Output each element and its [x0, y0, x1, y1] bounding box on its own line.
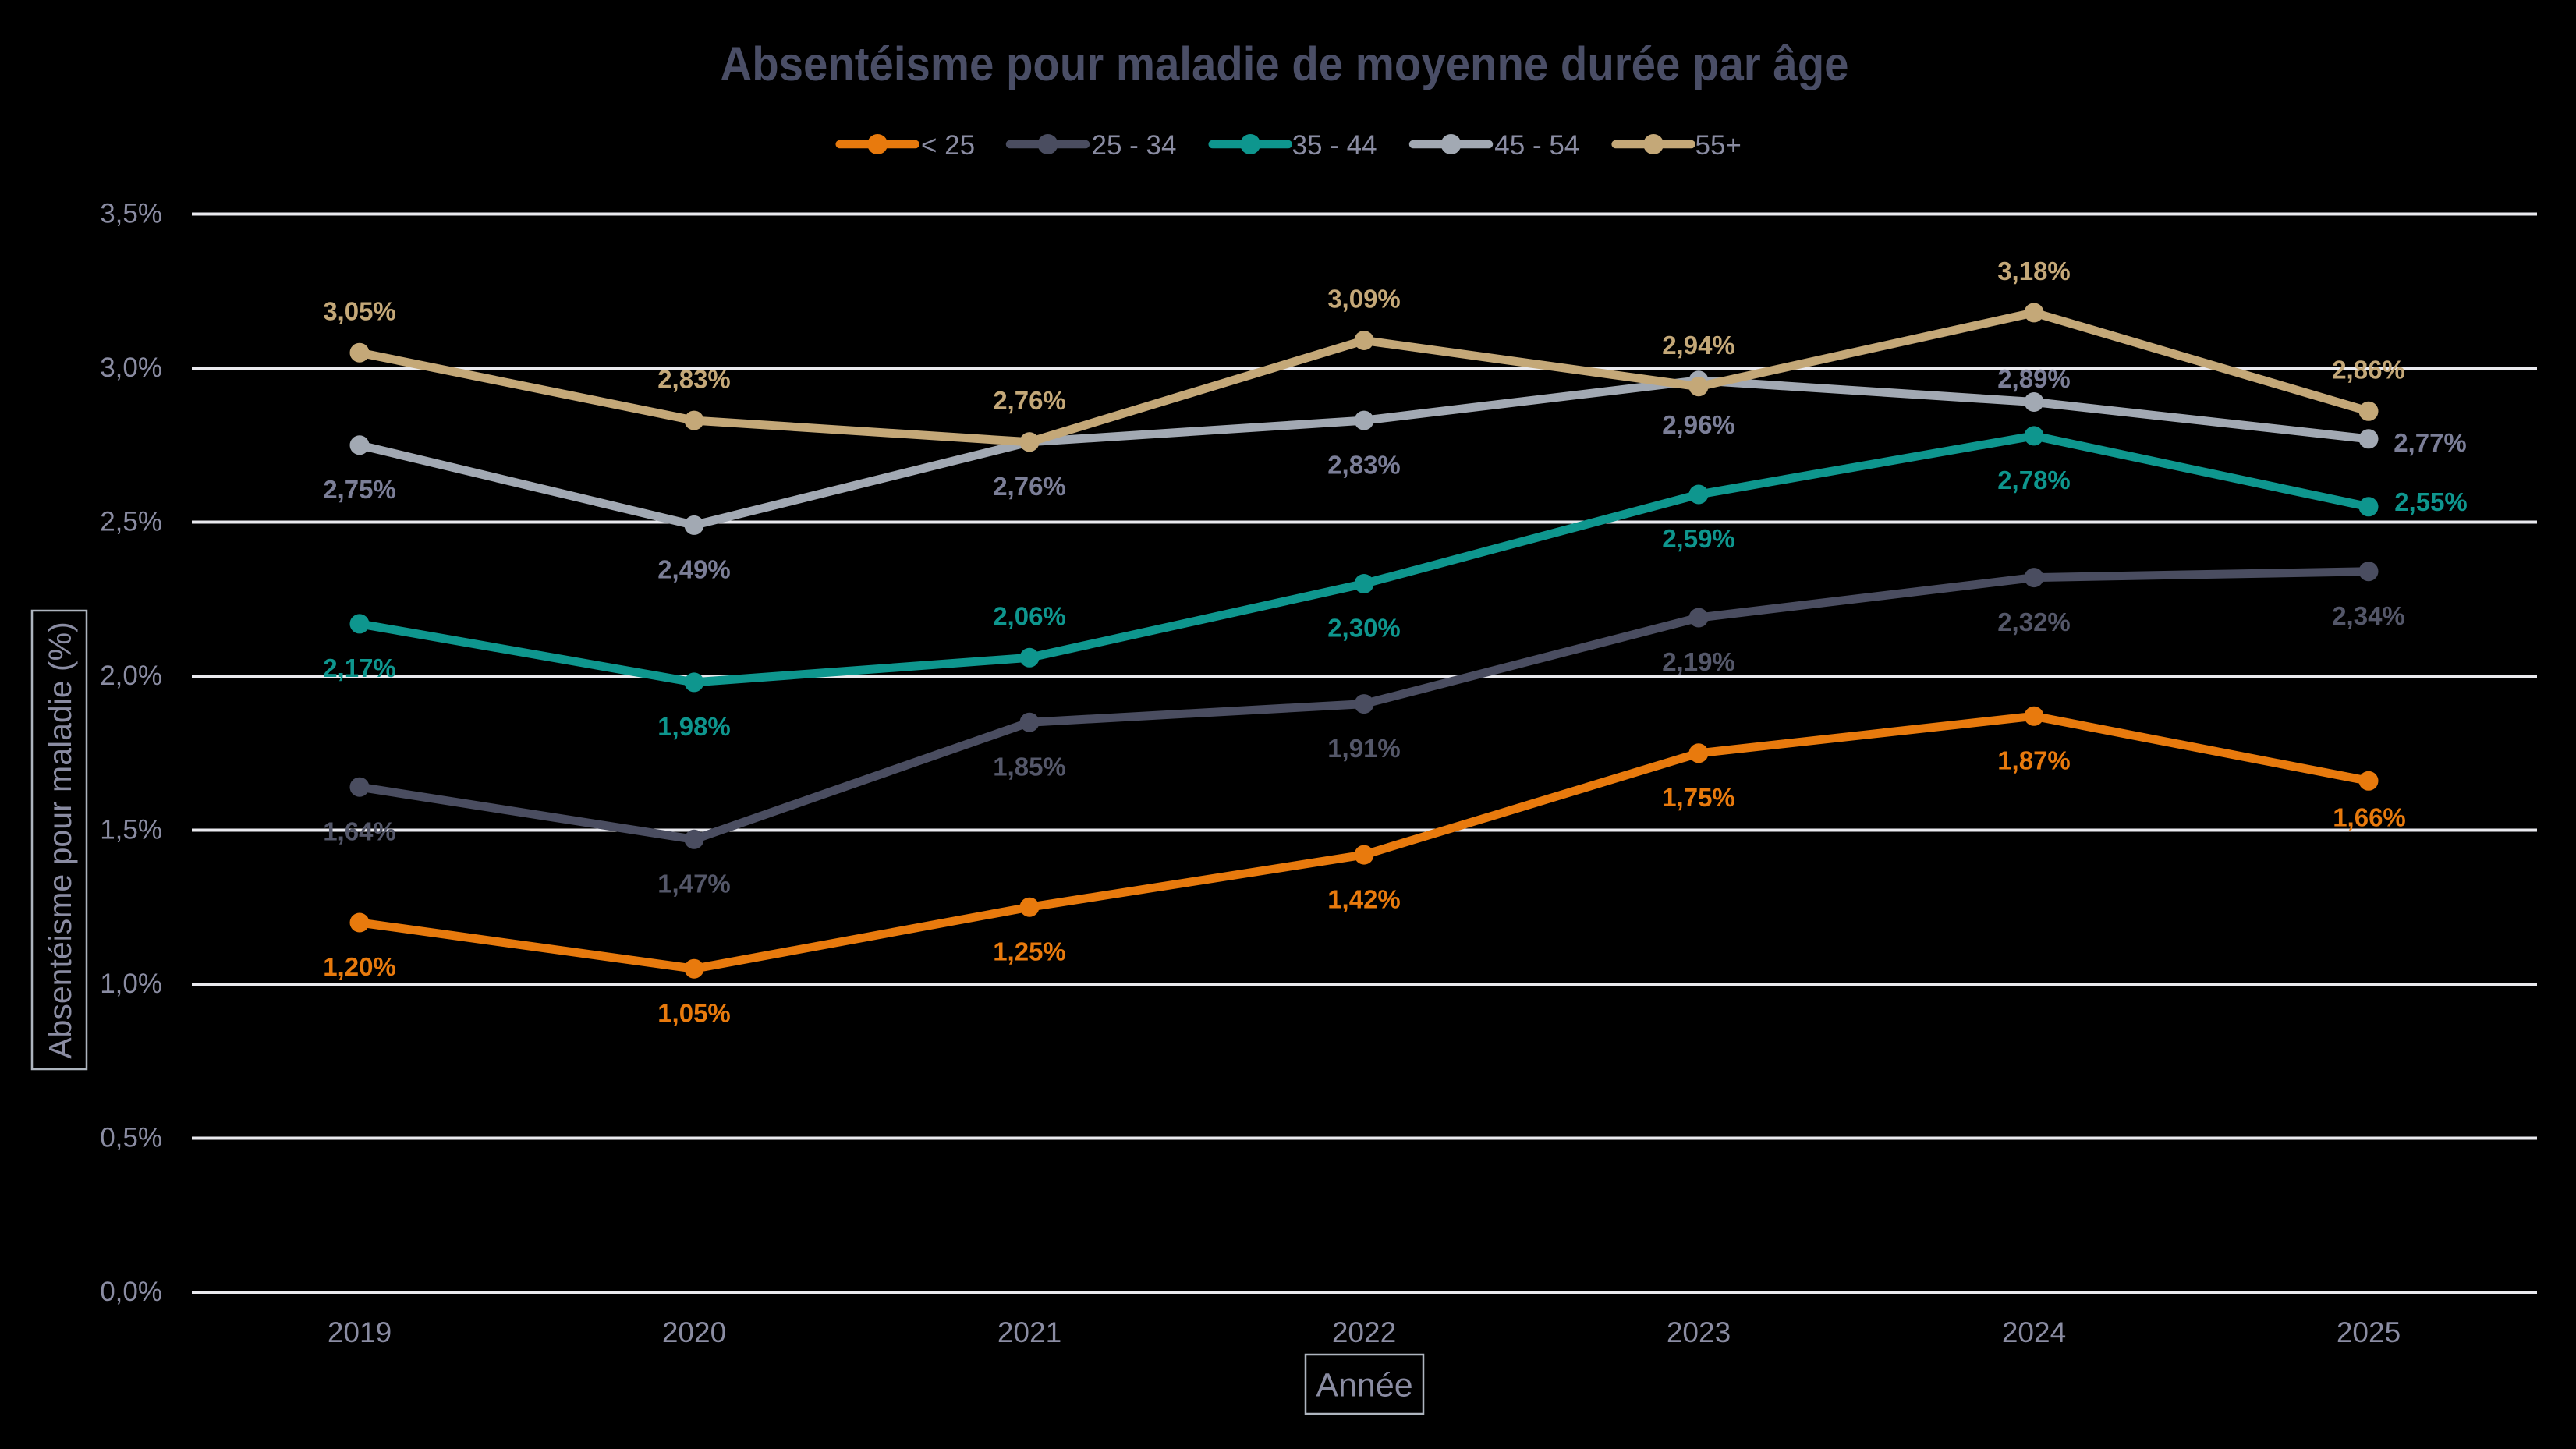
svg-text:< 25: < 25 — [921, 130, 975, 161]
svg-text:1,64%: 1,64% — [323, 817, 396, 845]
svg-text:2,5%: 2,5% — [100, 506, 162, 537]
svg-text:2,76%: 2,76% — [993, 386, 1066, 415]
svg-text:25 - 34: 25 - 34 — [1092, 130, 1177, 161]
svg-text:2,49%: 2,49% — [657, 555, 731, 584]
svg-text:Absentéisme pour maladie de mo: Absentéisme pour maladie de moyenne duré… — [721, 37, 1849, 90]
svg-text:2,17%: 2,17% — [323, 654, 396, 682]
svg-text:2020: 2020 — [662, 1316, 726, 1348]
svg-text:2,86%: 2,86% — [2332, 356, 2405, 384]
svg-text:35 - 44: 35 - 44 — [1292, 130, 1377, 161]
svg-text:2025: 2025 — [2337, 1316, 2401, 1348]
svg-text:3,09%: 3,09% — [1327, 285, 1401, 314]
svg-text:2,83%: 2,83% — [1327, 450, 1401, 479]
svg-text:3,05%: 3,05% — [323, 296, 396, 325]
svg-text:1,25%: 1,25% — [993, 937, 1066, 966]
svg-text:2,83%: 2,83% — [657, 364, 731, 393]
svg-text:2021: 2021 — [997, 1316, 1061, 1348]
svg-text:1,05%: 1,05% — [657, 999, 731, 1028]
svg-text:3,18%: 3,18% — [1997, 257, 2071, 285]
svg-text:1,5%: 1,5% — [100, 814, 162, 845]
svg-text:3,5%: 3,5% — [100, 198, 162, 229]
svg-text:2,94%: 2,94% — [1662, 331, 1735, 360]
svg-text:2,96%: 2,96% — [1662, 410, 1735, 439]
svg-text:0,0%: 0,0% — [100, 1277, 162, 1307]
svg-text:2024: 2024 — [2002, 1316, 2066, 1348]
svg-text:2,76%: 2,76% — [993, 472, 1066, 501]
svg-text:45 - 54: 45 - 54 — [1494, 130, 1579, 161]
svg-text:1,87%: 1,87% — [1997, 746, 2071, 775]
svg-text:55+: 55+ — [1695, 130, 1742, 161]
svg-text:0,5%: 0,5% — [100, 1122, 162, 1153]
svg-text:2022: 2022 — [1332, 1316, 1396, 1348]
svg-text:1,98%: 1,98% — [657, 712, 731, 741]
svg-text:1,91%: 1,91% — [1327, 734, 1401, 763]
svg-text:3,0%: 3,0% — [100, 353, 162, 383]
svg-text:2,89%: 2,89% — [1997, 364, 2071, 393]
svg-text:2,55%: 2,55% — [2394, 487, 2468, 516]
svg-text:1,47%: 1,47% — [657, 870, 731, 898]
svg-text:1,66%: 1,66% — [2333, 803, 2406, 832]
svg-text:1,85%: 1,85% — [993, 753, 1066, 781]
svg-text:Année: Année — [1316, 1367, 1412, 1405]
svg-text:2,75%: 2,75% — [323, 475, 396, 504]
svg-text:2,0%: 2,0% — [100, 661, 162, 691]
svg-text:1,75%: 1,75% — [1662, 783, 1735, 812]
svg-text:2,59%: 2,59% — [1662, 524, 1735, 553]
svg-text:2,30%: 2,30% — [1327, 614, 1401, 643]
svg-text:Absentéisme pour maladie (%): Absentéisme pour maladie (%) — [42, 622, 78, 1059]
svg-text:2,06%: 2,06% — [993, 602, 1066, 631]
svg-text:2,34%: 2,34% — [2332, 601, 2405, 630]
svg-text:1,0%: 1,0% — [100, 969, 162, 999]
svg-text:2,32%: 2,32% — [1997, 608, 2071, 636]
svg-text:2,77%: 2,77% — [2394, 428, 2467, 457]
svg-text:2,19%: 2,19% — [1662, 647, 1735, 676]
svg-text:1,42%: 1,42% — [1327, 884, 1401, 913]
svg-text:2019: 2019 — [328, 1316, 392, 1348]
svg-text:2023: 2023 — [1667, 1316, 1731, 1348]
svg-text:2,78%: 2,78% — [1997, 466, 2071, 494]
svg-text:1,20%: 1,20% — [323, 952, 396, 981]
